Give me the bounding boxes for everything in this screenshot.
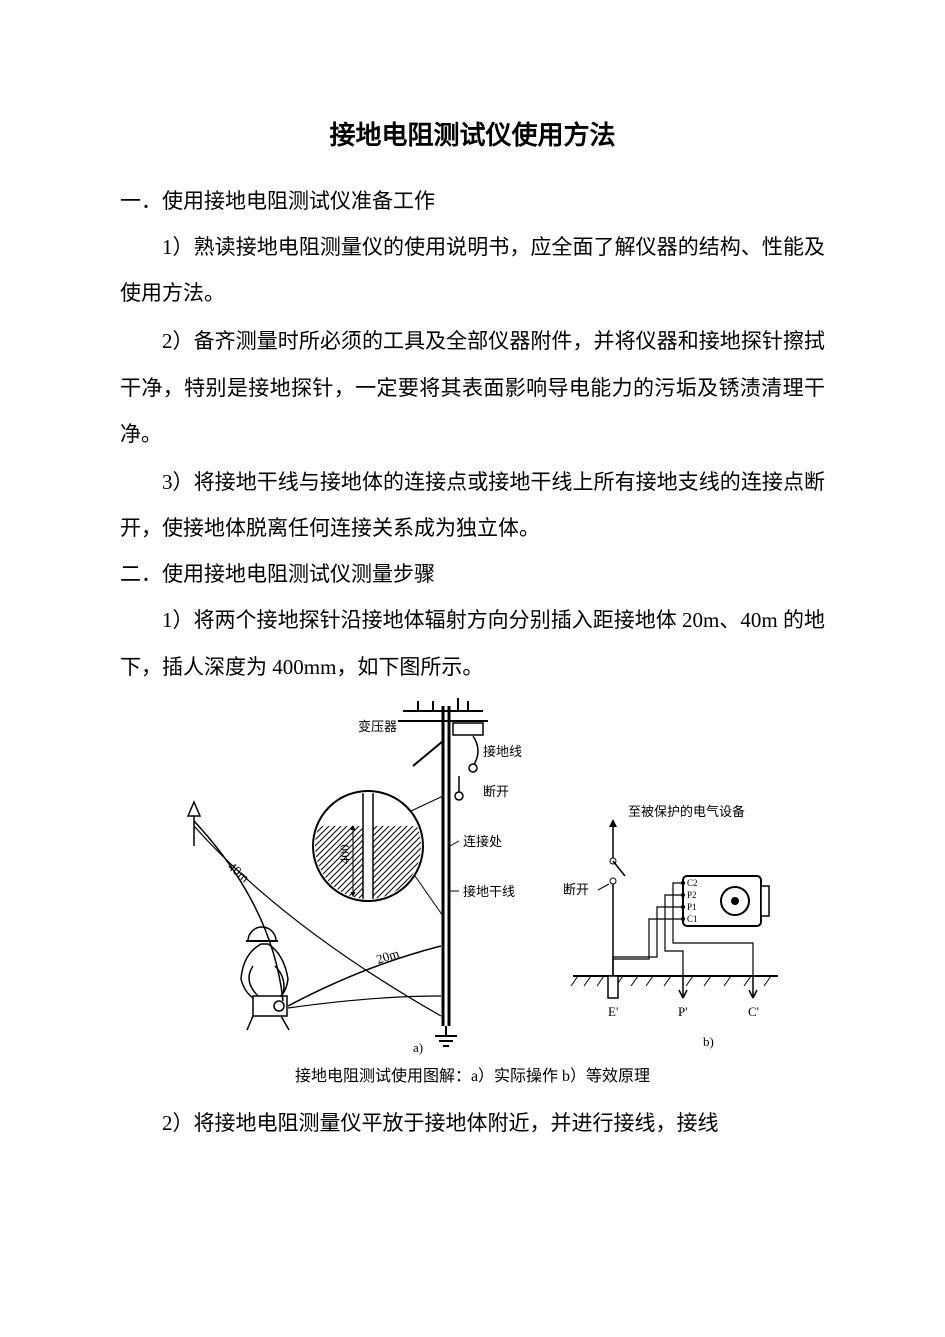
label-terminal-P2: P2 <box>687 890 697 900</box>
label-depth-400: 400 <box>337 844 352 864</box>
section-2-para-1: 1）将两个接地探针沿接地体辐射方向分别插入距接地体 20m、40m 的地下，插人… <box>120 597 825 689</box>
figure-container: 变压器 接地线 断开 连接处 接地干线 400 <box>120 696 825 1086</box>
subfigure-a-label: a) <box>413 1040 423 1055</box>
page-title: 接地电阻测试仪使用方法 <box>120 115 825 152</box>
label-connection: 连接处 <box>463 834 502 849</box>
label-protected-equipment: 至被保护的电气设备 <box>628 804 745 819</box>
figure-diagram: 变压器 接地线 断开 连接处 接地干线 400 <box>153 696 793 1056</box>
document-page: 接地电阻测试仪使用方法 一．使用接地电阻测试仪准备工作 1）熟读接地电阻测量仪的… <box>0 0 945 1337</box>
label-disconnect-2: 断开 <box>563 882 589 897</box>
label-20m: 20m <box>374 945 401 966</box>
section-1-para-1: 1）熟读接地电阻测量仪的使用说明书，应全面了解仪器的结构、性能及使用方法。 <box>120 224 825 316</box>
label-ground-main: 接地干线 <box>463 884 515 899</box>
label-terminal-C2: C2 <box>687 878 698 888</box>
label-terminal-C1: C1 <box>687 914 698 924</box>
label-transformer: 变压器 <box>358 719 397 734</box>
label-P-prime: P' <box>678 1004 688 1019</box>
section-2-heading: 二．使用接地电阻测试仪测量步骤 <box>120 553 825 595</box>
label-C-prime: C' <box>748 1004 759 1019</box>
label-E-prime: E' <box>608 1004 618 1019</box>
figure-caption: 接地电阻测试使用图解：a）实际操作 b）等效原理 <box>120 1062 825 1086</box>
subfigure-b: 至被保护的电气设备 断开 <box>563 804 778 1049</box>
section-1-heading: 一．使用接地电阻测试仪准备工作 <box>120 180 825 222</box>
subfigure-a: 变压器 接地线 断开 连接处 接地干线 400 <box>188 698 522 1055</box>
label-terminal-P1: P1 <box>687 902 697 912</box>
section-1-para-3: 3）将接地干线与接地体的连接点或接地干线上所有接地支线的连接点断开，使接地体脱离… <box>120 459 825 551</box>
operator-icon <box>241 927 289 1030</box>
subfigure-b-label: b) <box>703 1034 714 1049</box>
section-1-para-2: 2）备齐测量时所必须的工具及全部仪器附件，并将仪器和接地探针擦拭干净，特别是接地… <box>120 318 825 457</box>
section-2-para-2: 2）将接地电阻测量仪平放于接地体附近，并进行接线，接线 <box>120 1100 825 1146</box>
label-disconnect: 断开 <box>483 784 509 799</box>
label-ground-wire: 接地线 <box>483 744 522 759</box>
